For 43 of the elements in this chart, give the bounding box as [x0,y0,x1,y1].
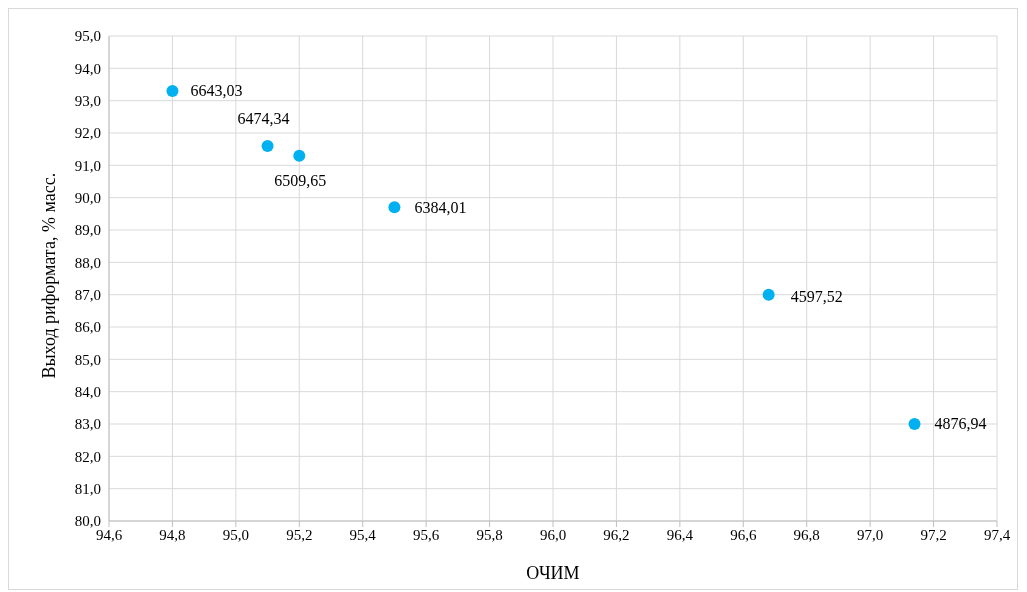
y-tick-label: 87,0 [74,286,101,303]
point [908,418,921,430]
x-tick-label: 97,4 [983,526,1011,543]
y-tick-label: 94,0 [74,60,101,77]
y-tick-label: 88,0 [74,254,101,271]
annotation: 6384,01 [414,199,467,217]
point [388,201,401,214]
x-tick-label: 95,4 [349,526,377,543]
y-tick-label: 92,0 [74,125,101,142]
x-tick-label: 97,2 [920,526,947,543]
point [293,149,306,162]
annotation: 6643,03 [190,81,243,99]
y-tick-label: 95,0 [74,28,101,45]
point [166,84,179,97]
x-tick-label: 95,6 [413,526,440,543]
annotation: 6474,34 [237,109,290,127]
y-tick-label: 82,0 [74,448,101,465]
x-tick-label: 96,2 [603,526,630,543]
x-tick-label: 97,0 [857,526,884,543]
x-tick-label: 95,0 [222,526,249,543]
x-tick-label: 95,8 [476,526,503,543]
y-axis-title: Выход риформата, % масс. [39,172,60,379]
y-tick-label: 89,0 [74,222,101,239]
annotation: 4876,94 [934,415,987,432]
y-tick-label: 91,0 [74,157,101,174]
x-tick-label: 96,0 [539,526,567,543]
y-tick-label: 83,0 [74,416,101,433]
annotation: 6509,65 [274,171,327,189]
y-tick-label: 81,0 [74,480,101,497]
y-tick-label: 90,0 [74,189,101,206]
point [762,288,775,301]
y-tick-label: 93,0 [74,92,101,109]
x-tick-label: 96,4 [666,526,694,543]
x-tick-label: 96,6 [730,526,757,543]
x-axis-title: ОЧИМ [526,563,580,583]
point [261,139,274,152]
y-tick-label: 85,0 [74,351,101,368]
x-tick-label: 94,8 [159,526,186,543]
x-tick-label: 95,2 [286,526,313,543]
y-tick-label: 84,0 [74,383,101,400]
annotation: 4597,52 [790,287,843,305]
x-tick-label: 96,8 [793,526,820,543]
y-tick-label: 86,0 [74,319,101,336]
